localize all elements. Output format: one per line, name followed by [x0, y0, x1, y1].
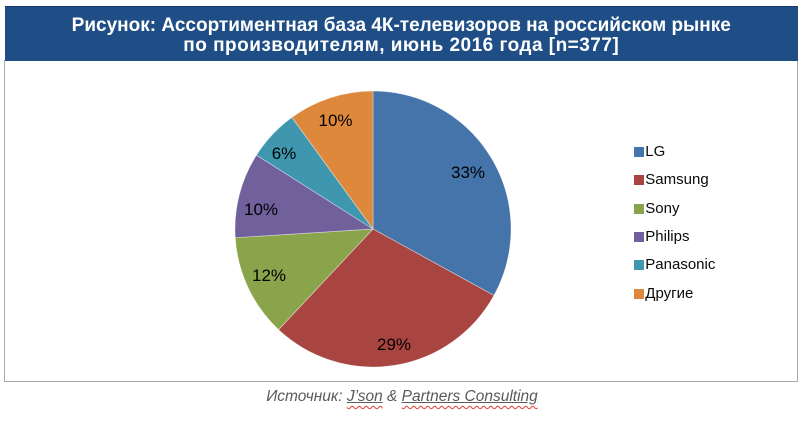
- svg-text:33%: 33%: [451, 163, 485, 182]
- svg-text:29%: 29%: [377, 335, 411, 354]
- svg-text:10%: 10%: [318, 111, 352, 130]
- svg-text:12%: 12%: [252, 266, 286, 285]
- svg-text:10%: 10%: [244, 200, 278, 219]
- svg-text:6%: 6%: [272, 144, 297, 163]
